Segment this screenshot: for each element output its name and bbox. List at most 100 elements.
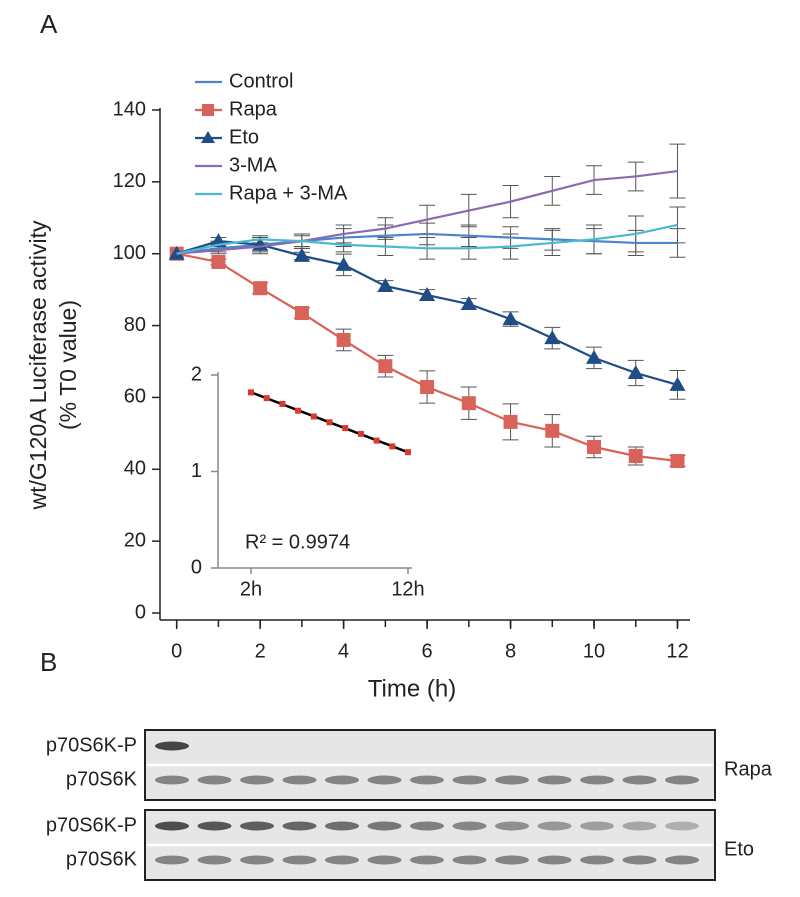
blot-treatment: Rapa [724, 758, 773, 780]
band [282, 775, 317, 785]
marker [419, 287, 436, 302]
band [282, 821, 317, 831]
band [665, 855, 699, 865]
point [389, 443, 396, 450]
point [263, 395, 270, 402]
blot-row-label: p70S6K [66, 768, 138, 790]
series-line [176, 240, 678, 386]
y-tick-label: 2 [191, 363, 202, 385]
point [310, 413, 317, 420]
band [155, 741, 189, 751]
band [452, 855, 487, 865]
point [342, 425, 349, 432]
blot-row-label: p70S6K [66, 848, 138, 870]
band [622, 775, 657, 785]
band [452, 821, 487, 831]
y-tick-label: 80 [124, 314, 146, 336]
y-tick-label: 20 [124, 529, 146, 551]
y-axis-title: wt/G120A Luciferase activity [25, 220, 51, 510]
y-tick-label: 60 [124, 386, 146, 408]
band [240, 775, 274, 785]
band [495, 855, 529, 865]
x-axis-title: Time (h) [368, 675, 456, 702]
point [373, 437, 380, 444]
band [367, 855, 402, 865]
marker [378, 359, 393, 374]
legend-label: Rapa [229, 98, 278, 120]
band [282, 855, 317, 865]
marker [294, 305, 309, 320]
band [665, 821, 699, 831]
marker [253, 281, 268, 296]
y-tick-label: 0 [135, 601, 146, 623]
marker [544, 330, 561, 345]
blot-row-label: p70S6K-P [46, 814, 137, 836]
band [325, 855, 359, 865]
marker [293, 247, 310, 262]
marker [502, 311, 519, 326]
point [357, 430, 364, 437]
marker [587, 440, 602, 455]
marker [460, 296, 477, 311]
y-tick-label: 40 [124, 458, 146, 480]
band [665, 775, 699, 785]
panel-label: A [40, 9, 58, 39]
point [279, 400, 286, 407]
band [622, 821, 657, 831]
marker [586, 349, 603, 364]
marker [503, 414, 518, 429]
band [367, 775, 402, 785]
y-tick-label: 0 [191, 556, 202, 578]
x-tick-label: 8 [505, 640, 516, 662]
band [197, 855, 232, 865]
band [197, 775, 232, 785]
legend-marker [202, 104, 214, 116]
band [580, 855, 614, 865]
band [537, 821, 572, 831]
band [155, 855, 189, 865]
y-axis-title: (% T0 value) [55, 300, 81, 430]
point [295, 407, 302, 414]
band [197, 821, 232, 831]
series-line [176, 223, 678, 255]
x-tick-label: 12 [666, 640, 688, 662]
marker [211, 254, 226, 269]
band [452, 775, 487, 785]
band [495, 821, 529, 831]
point [405, 449, 411, 456]
y-tick-label: 1 [191, 460, 202, 482]
band [240, 855, 274, 865]
point [248, 389, 254, 396]
marker [377, 278, 394, 293]
series-line [176, 169, 678, 255]
y-tick-label: 120 [113, 170, 146, 192]
x-tick-label: 0 [171, 640, 182, 662]
panel-label: B [40, 647, 57, 677]
band [155, 775, 189, 785]
band [325, 775, 359, 785]
band [155, 821, 189, 831]
point [326, 419, 333, 426]
blot-row-label: p70S6K-P [46, 734, 137, 756]
band [580, 775, 614, 785]
band [410, 855, 444, 865]
band [495, 775, 529, 785]
series-line [176, 252, 678, 463]
annotation: R² = 0.9974 [245, 531, 350, 553]
legend-marker [201, 131, 215, 143]
band [580, 821, 614, 831]
marker [335, 256, 352, 271]
band [367, 821, 402, 831]
blot-treatment: Eto [724, 838, 754, 860]
band [537, 775, 572, 785]
marker [461, 396, 476, 411]
band [410, 821, 444, 831]
y-tick-label: 100 [113, 242, 146, 264]
legend-label: Control [229, 70, 293, 92]
legend-label: Eto [229, 126, 259, 148]
marker [670, 454, 685, 469]
marker [627, 364, 644, 379]
band [240, 821, 274, 831]
marker [628, 448, 643, 463]
